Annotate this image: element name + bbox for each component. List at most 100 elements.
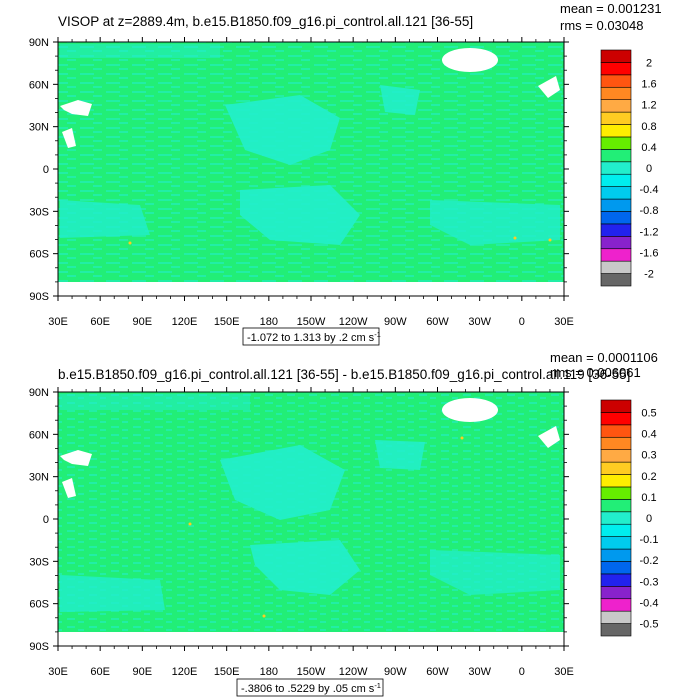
panel-2-patch-indian-south bbox=[60, 575, 165, 612]
colorbar-swatch bbox=[600, 124, 632, 138]
colorbar-label: 0.4 bbox=[641, 429, 656, 441]
panel-2-scandinavia bbox=[538, 426, 560, 448]
panel-2-patch-north-pacific bbox=[220, 445, 345, 520]
colorbar-swatch bbox=[600, 449, 632, 463]
colorbar-swatch bbox=[600, 461, 632, 475]
colorbar-label: -0.2 bbox=[640, 555, 659, 567]
colorbar-label: 0.1 bbox=[641, 492, 656, 504]
x-tick-label: 60W bbox=[426, 316, 449, 328]
colorbar-swatch bbox=[600, 198, 632, 212]
panel-1-range-note: -1.072 to 1.313 by .2 cm s-1 bbox=[247, 330, 381, 344]
x-tick-label: 120W bbox=[339, 316, 368, 328]
panel-1-patch-south-pacific bbox=[240, 185, 360, 245]
x-tick-label: 180 bbox=[260, 666, 278, 678]
colorbar-label: 0.8 bbox=[641, 121, 656, 133]
y-tick-label: 60N bbox=[29, 429, 49, 441]
colorbar-label: 0.4 bbox=[641, 142, 656, 154]
panel-2-rms: rms = 0.006061 bbox=[550, 365, 641, 380]
x-tick-label: 30E bbox=[48, 666, 68, 678]
x-tick-label: 90W bbox=[384, 666, 407, 678]
colorbar-swatch bbox=[600, 586, 632, 600]
y-tick-label: 60S bbox=[29, 249, 49, 261]
x-tick-label: 90W bbox=[384, 316, 407, 328]
panel-2-antarctica bbox=[58, 632, 564, 646]
colorbar-swatch bbox=[600, 598, 632, 612]
panel-1-x-axis: 30E 60E 90E 120E 150E 180 150W 120W 90W 60W 30W 0 30… bbox=[48, 37, 574, 328]
colorbar-label: 1.6 bbox=[641, 79, 656, 91]
x-tick-label: 150E bbox=[214, 666, 240, 678]
panel-2-map bbox=[57, 391, 565, 647]
colorbar-label: 0.3 bbox=[641, 450, 656, 462]
colorbar-label: -0.5 bbox=[640, 619, 659, 631]
panel-1-speckle bbox=[58, 42, 564, 296]
y-tick-label: 30N bbox=[29, 472, 49, 484]
colorbar-swatch bbox=[600, 486, 632, 500]
colorbar-swatch bbox=[600, 536, 632, 550]
colorbar-swatch bbox=[600, 548, 632, 562]
colorbar-swatch bbox=[600, 260, 632, 274]
panel-2-patch-arctic bbox=[60, 394, 250, 410]
panel-2-y-axis: 90N 60N 30N 0 30S 60S 90S bbox=[29, 387, 569, 653]
y-tick-label: 30S bbox=[29, 556, 49, 568]
panel-2-range-note: -.3806 to .5229 by .05 cm s-1 bbox=[241, 681, 381, 695]
y-tick-label: 90N bbox=[29, 37, 49, 49]
colorbar-swatch bbox=[600, 149, 632, 163]
x-tick-label: 30W bbox=[468, 666, 491, 678]
x-tick-label: 150W bbox=[297, 666, 326, 678]
colorbar-swatch bbox=[600, 136, 632, 150]
panel-1-antarctica bbox=[58, 282, 564, 296]
colorbar-swatch bbox=[600, 436, 632, 450]
x-tick-label: 180 bbox=[260, 316, 278, 328]
panel-1-map bbox=[57, 41, 565, 297]
colorbar-swatch bbox=[600, 474, 632, 488]
panel-1-patch-north-pacific bbox=[225, 95, 340, 165]
x-tick-label: 0 bbox=[519, 666, 525, 678]
panel-2-x-axis: 30E 60E 90E 120E 150E 180 150W 120W 90W 60W 30W 0 30… bbox=[48, 387, 574, 678]
colorbar-label: -1.2 bbox=[640, 226, 659, 238]
x-tick-label: 150W bbox=[297, 316, 326, 328]
panel-2-patch-southern-ocean bbox=[430, 550, 560, 595]
colorbar-swatch bbox=[600, 236, 632, 250]
colorbar-label: -0.4 bbox=[640, 597, 659, 609]
x-tick-label: 60E bbox=[90, 316, 110, 328]
colorbar-swatch bbox=[600, 173, 632, 187]
panel-1: VISOP at z=2889.4m, b.e15.B1850.f09_g16.… bbox=[29, 1, 662, 346]
y-tick-label: 60N bbox=[29, 79, 49, 91]
colorbar-swatch bbox=[600, 412, 632, 426]
colorbar-swatch bbox=[600, 49, 632, 63]
x-tick-label: 30E bbox=[554, 316, 574, 328]
panel-1-patch-southern-ocean bbox=[430, 200, 560, 245]
panel-1-patch-north-atlantic bbox=[380, 85, 420, 115]
colorbar-swatch bbox=[600, 62, 632, 76]
colorbar-swatch bbox=[600, 511, 632, 525]
colorbar-label: 0.5 bbox=[641, 407, 656, 419]
panel-1-patch-indian-south bbox=[60, 200, 150, 238]
panel-1-title: VISOP at z=2889.4m, b.e15.B1850.f09_g16.… bbox=[58, 14, 473, 29]
colorbar-swatch bbox=[600, 499, 632, 513]
colorbar-label: 1.2 bbox=[641, 100, 656, 112]
panel-1-range-box bbox=[242, 327, 380, 346]
colorbar-swatch bbox=[600, 610, 632, 624]
colorbar-label: -0.1 bbox=[640, 534, 659, 546]
colorbar-swatch bbox=[600, 424, 632, 438]
x-tick-label: 120W bbox=[339, 666, 368, 678]
x-tick-label: 30W bbox=[468, 316, 491, 328]
colorbar-swatch bbox=[600, 623, 632, 637]
colorbar-swatch bbox=[600, 111, 632, 125]
y-tick-label: 0 bbox=[43, 514, 49, 526]
y-tick-label: 90N bbox=[29, 387, 49, 399]
colorbar-swatch bbox=[600, 248, 632, 262]
colorbar-label: 2 bbox=[646, 57, 652, 69]
panel-2-colorbar: 0.5 0.4 0.3 0.2 0.1 0 -0.1 -0.2 -0.3 -0.4 -0.5 bbox=[600, 399, 659, 637]
colorbar-swatch bbox=[600, 186, 632, 200]
x-tick-label: 0 bbox=[519, 316, 525, 328]
y-tick-label: 90S bbox=[29, 641, 49, 653]
panel-2: b.e15.B1850.f09_g16.pi_control.all.121 [… bbox=[29, 350, 659, 697]
y-tick-label: 30N bbox=[29, 122, 49, 134]
panel-2-patch-south-pacific bbox=[250, 540, 360, 595]
colorbar-swatch bbox=[600, 523, 632, 537]
y-tick-label: 30S bbox=[29, 206, 49, 218]
colorbar-label: -0.4 bbox=[640, 184, 659, 196]
panel-1-black-sea-region bbox=[60, 100, 92, 116]
